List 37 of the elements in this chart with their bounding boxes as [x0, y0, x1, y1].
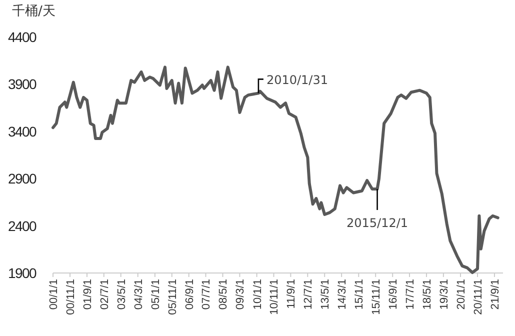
x-tick-label: 04/3/1 — [132, 279, 145, 310]
x-tick-label: 19/3/1 — [438, 279, 450, 310]
x-tick-label: 16/9/1 — [388, 279, 400, 310]
x-tick-label: 00/11/1 — [65, 279, 78, 315]
y-tick-label: 1900 — [8, 265, 38, 281]
annotation: 2010/1/31 — [266, 73, 328, 88]
x-tick-label: 15/11/1 — [370, 279, 383, 315]
x-tick-label: 01/9/1 — [82, 279, 94, 310]
y-tick-label: 3900 — [8, 76, 38, 92]
y-axis-title: 千桶/天 — [12, 4, 56, 19]
x-tick-label: 05/1/1 — [150, 279, 162, 310]
x-tick-label: 03/5/1 — [116, 279, 128, 310]
x-tick-label: 09/3/1 — [234, 279, 247, 310]
x-tick-label: 13/5/1 — [320, 279, 332, 310]
x-tick-label: 14/3/1 — [336, 279, 349, 310]
y-tick-label: 2400 — [8, 218, 38, 234]
x-tick-label: 20/11/1 — [472, 279, 485, 315]
x-tick-label: 21/9/1 — [489, 279, 502, 310]
x-tick-label: 10/1/1 — [252, 279, 264, 310]
x-tick-label: 00/1/1 — [48, 279, 60, 310]
x-tick-label: 10/11/1 — [268, 279, 281, 315]
x-tick-label: 05/11/1 — [166, 279, 179, 315]
y-tick-label: 3400 — [8, 123, 38, 140]
x-tick-label: 15/1/1 — [354, 279, 366, 310]
x-tick-label: 17/7/1 — [404, 279, 417, 310]
annotation: 2015/12/1 — [346, 216, 408, 230]
x-tick-label: 11/9/1 — [286, 279, 298, 309]
y-tick-label: 4400 — [8, 29, 38, 45]
x-tick-label: 20/1/1 — [455, 279, 468, 310]
x-tick-label: 02/7/1 — [98, 279, 111, 310]
x-tick-label: 07/7/1 — [200, 279, 213, 310]
line-series — [52, 66, 500, 274]
x-tick-label: 12/7/1 — [302, 279, 315, 310]
x-tick-label: 08/5/1 — [218, 279, 230, 310]
x-tick-label: 18/5/1 — [421, 279, 434, 310]
y-tick-label: 2900 — [8, 170, 38, 187]
x-tick-label: 06/9/1 — [184, 279, 196, 310]
